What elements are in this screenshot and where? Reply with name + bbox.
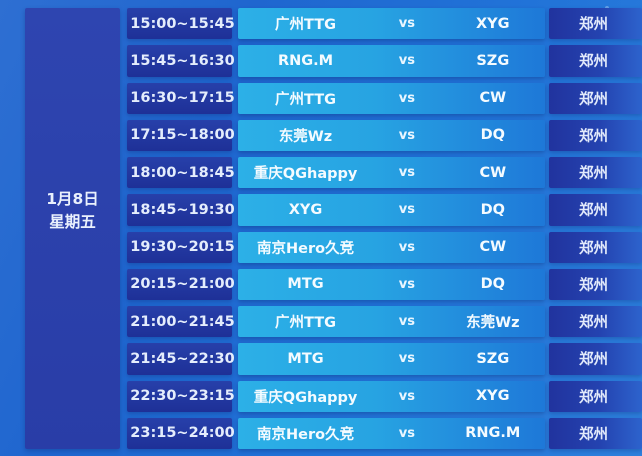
match-row: 21:45~22:30 MTG vs SZG 郑州 (127, 343, 642, 375)
team1-label: 重庆QGhappy (253, 389, 358, 406)
team1-label: 东莞Wz (278, 128, 333, 145)
match-row: 16:30~17:15 广州TTG vs CW 郑州 (127, 82, 642, 114)
location-cell: 郑州 (549, 380, 642, 412)
vs-label: vs (398, 90, 415, 106)
location-cell: 郑州 (549, 119, 642, 151)
vs-label: vs (398, 314, 415, 330)
match-cell: 东莞Wz vs DQ (238, 119, 545, 151)
location-cell: 郑州 (549, 417, 642, 449)
time-cell: 15:00~15:45 (127, 8, 235, 40)
match-row: 15:00~15:45 广州TTG vs XYG 郑州 (127, 8, 642, 40)
team2-label: CW (479, 239, 507, 256)
team2-label: CW (479, 164, 507, 181)
match-row: 21:00~21:45 广州TTG vs 东莞Wz 郑州 (127, 306, 642, 338)
team2-label: RNG.M (465, 425, 521, 442)
location-cell: 郑州 (549, 343, 642, 375)
match-row: 15:45~16:30 RNG.M vs SZG 郑州 (127, 45, 642, 77)
team1-label: MTG (287, 276, 324, 293)
team1-label: 南京Hero久竞 (256, 426, 355, 443)
date-label: 1月8日 星期五 (46, 188, 99, 234)
date-line: 1月8日 (46, 189, 99, 208)
team1-label: 广州TTG (275, 91, 337, 108)
team2-label: CW (479, 90, 507, 107)
team2-label: 东莞Wz (466, 315, 520, 332)
match-cell: 南京Hero久竞 vs CW (238, 231, 545, 263)
team1-label: RNG.M (277, 52, 334, 69)
time-cell: 18:45~19:30 (127, 194, 235, 226)
time-cell: 22:30~23:15 (127, 380, 235, 412)
match-cell: 重庆QGhappy vs CW (238, 157, 545, 189)
vs-label: vs (398, 351, 415, 367)
match-row: 19:30~20:15 南京Hero久竞 vs CW 郑州 (127, 231, 642, 263)
team2-label: XYG (476, 15, 510, 32)
match-cell: 广州TTG vs 东莞Wz (238, 306, 545, 338)
location-cell: 郑州 (549, 8, 642, 40)
team1-label: 广州TTG (275, 17, 337, 34)
team1-label: 重庆QGhappy (253, 166, 358, 183)
time-cell: 23:15~24:00 (127, 417, 235, 449)
location-cell: 郑州 (549, 306, 642, 338)
match-row: 20:15~21:00 MTG vs DQ 郑州 (127, 268, 642, 300)
time-cell: 17:15~18:00 (127, 119, 235, 151)
match-cell: 广州TTG vs XYG (238, 8, 545, 40)
time-cell: 16:30~17:15 (127, 82, 235, 114)
match-cell: RNG.M vs SZG (238, 45, 545, 77)
match-row: 23:15~24:00 南京Hero久竞 vs RNG.M 郑州 (127, 417, 642, 449)
location-cell: 郑州 (549, 268, 642, 300)
team1-label: 广州TTG (275, 315, 337, 332)
vs-label: vs (398, 127, 415, 143)
vs-label: vs (398, 53, 415, 69)
time-cell: 15:45~16:30 (127, 45, 235, 77)
location-cell: 郑州 (549, 157, 642, 189)
location-cell: 郑州 (549, 45, 642, 77)
team2-label: DQ (480, 276, 505, 293)
match-cell: 南京Hero久竞 vs RNG.M (238, 417, 545, 449)
match-cell: 广州TTG vs CW (238, 82, 545, 114)
vs-label: vs (398, 239, 415, 255)
team2-label: DQ (480, 201, 505, 218)
match-row: 18:00~18:45 重庆QGhappy vs CW 郑州 (127, 157, 642, 189)
vs-label: vs (398, 276, 415, 292)
match-cell: MTG vs SZG (238, 343, 545, 375)
schedule-rows: 15:00~15:45 广州TTG vs XYG 郑州 15:45~16:30 … (127, 8, 642, 449)
match-cell: XYG vs DQ (238, 194, 545, 226)
match-row: 17:15~18:00 东莞Wz vs DQ 郑州 (127, 119, 642, 151)
team1-label: MTG (287, 350, 324, 367)
time-cell: 21:45~22:30 (127, 343, 235, 375)
match-row: 18:45~19:30 XYG vs DQ 郑州 (127, 194, 642, 226)
location-cell: 郑州 (549, 194, 642, 226)
match-cell: 重庆QGhappy vs XYG (238, 380, 545, 412)
vs-label: vs (398, 202, 415, 218)
team1-label: XYG (288, 201, 323, 218)
time-cell: 21:00~21:45 (127, 306, 235, 338)
weekday-line: 星期五 (49, 212, 96, 231)
team1-label: 南京Hero久竞 (256, 240, 355, 257)
team2-label: XYG (476, 388, 510, 405)
vs-label: vs (398, 165, 415, 181)
location-cell: 郑州 (549, 82, 642, 114)
match-cell: MTG vs DQ (238, 268, 545, 300)
vs-label: vs (398, 16, 415, 32)
team2-label: SZG (476, 52, 510, 69)
date-cell: 1月8日 星期五 (25, 8, 120, 449)
time-cell: 18:00~18:45 (127, 157, 235, 189)
match-row: 22:30~23:15 重庆QGhappy vs XYG 郑州 (127, 380, 642, 412)
team2-label: SZG (476, 350, 510, 367)
team2-label: DQ (480, 127, 505, 144)
vs-label: vs (398, 425, 415, 441)
vs-label: vs (398, 388, 415, 404)
location-cell: 郑州 (549, 231, 642, 263)
time-cell: 20:15~21:00 (127, 268, 235, 300)
time-cell: 19:30~20:15 (127, 231, 235, 263)
